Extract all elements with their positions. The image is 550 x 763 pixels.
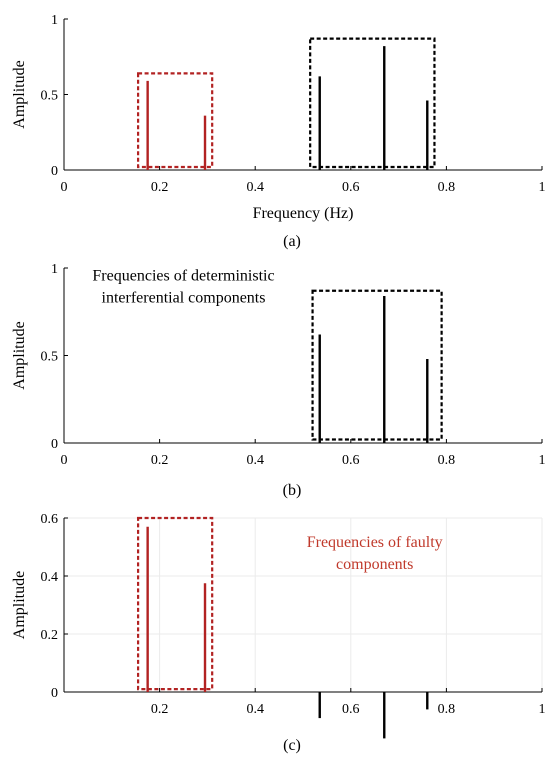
x-tick-label: 0.4 <box>246 180 264 195</box>
y-tick-label: 0.5 <box>41 350 59 365</box>
x-tick-label: 0.2 <box>151 453 169 468</box>
x-tick-label: 0.4 <box>246 702 264 717</box>
highlight-box <box>136 72 214 169</box>
annotation-text: Frequencies of deterministic <box>92 267 274 284</box>
x-tick-label: 0.8 <box>438 453 456 468</box>
x-tick-label: 0.8 <box>438 702 456 717</box>
x-tick-label: 1 <box>539 702 546 717</box>
panel-caption: (b) <box>283 482 302 499</box>
annotation-text: interferential components <box>102 289 266 306</box>
annotation-text: components <box>336 556 413 573</box>
x-tick-label: 0.8 <box>438 180 456 195</box>
y-tick-label: 0.6 <box>41 512 59 527</box>
y-tick-label: 1 <box>51 262 58 277</box>
highlight-box <box>311 289 443 441</box>
x-tick-label: 0.6 <box>342 180 360 195</box>
x-tick-label: 0.6 <box>342 453 360 468</box>
highlight-box <box>136 516 214 691</box>
y-tick-label: 0 <box>51 437 58 452</box>
x-tick-label: 0 <box>61 453 68 468</box>
x-tick-label: 0.6 <box>342 702 360 717</box>
x-tick-label: 0.2 <box>151 180 169 195</box>
panel-3: 0.2 0.4 0.6 0.8 1 0 0.2 0.4 0.6 Amplitude Frequenc… <box>11 512 546 754</box>
x-tick-label: 1 <box>539 180 546 195</box>
panel-2: 0 0.2 0.4 0.6 0.8 1 0 0.5 1 Amplitude Frequencies … <box>11 262 546 499</box>
y-axis-title: Amplitude <box>11 321 28 389</box>
y-tick-label: 0.2 <box>41 628 59 643</box>
y-axis-title: Amplitude <box>11 60 28 128</box>
x-axis-title: Frequency (Hz) <box>253 205 354 222</box>
y-tick-label: 0.4 <box>41 570 59 585</box>
panel-1: 0 0.2 0.4 0.6 0.8 1 0 0.5 1 Amplitude Frequency (H… <box>11 13 546 250</box>
y-tick-label: 0 <box>51 686 58 701</box>
x-tick-label: 1 <box>539 453 546 468</box>
y-axis-title: Amplitude <box>11 571 28 639</box>
y-tick-label: 0.5 <box>41 89 59 104</box>
panel-caption: (a) <box>283 233 301 250</box>
y-tick-label: 1 <box>51 13 58 28</box>
y-tick-label: 0 <box>51 164 58 179</box>
panel-caption: (c) <box>283 737 301 754</box>
x-tick-label: 0.4 <box>246 453 264 468</box>
x-tick-label: 0 <box>61 180 68 195</box>
highlight-box <box>309 37 436 169</box>
x-tick-label: 0.2 <box>151 702 169 717</box>
annotation-text: Frequencies of faulty <box>307 534 443 551</box>
